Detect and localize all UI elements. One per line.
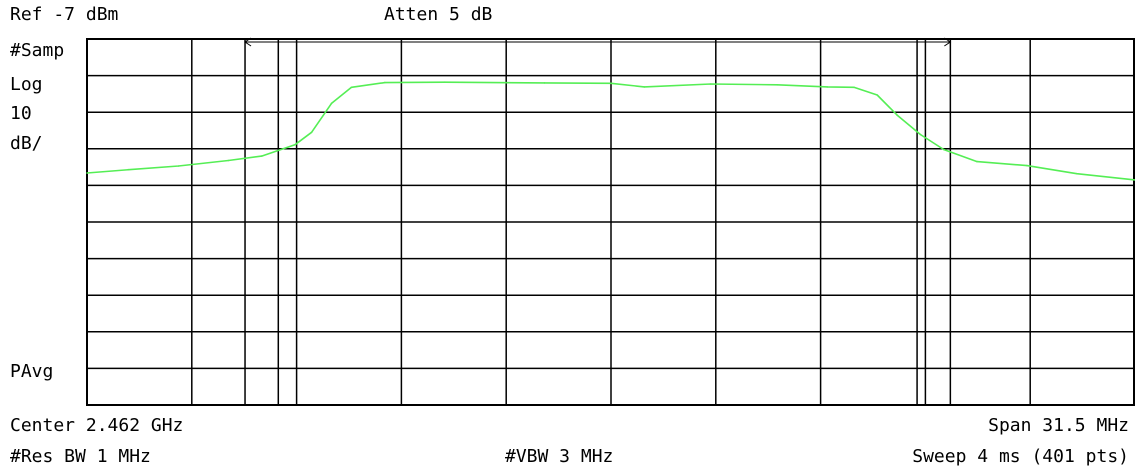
averaging-label: PAvg xyxy=(10,361,54,382)
trace-point xyxy=(294,144,296,146)
scale-type-label: Log xyxy=(10,74,43,95)
trace-point xyxy=(976,160,978,163)
trace-point xyxy=(86,172,88,174)
trace-point xyxy=(919,133,922,136)
trace-point xyxy=(127,168,130,171)
graticule xyxy=(86,38,1135,406)
trace-point xyxy=(610,82,612,85)
attenuation-label: Atten 5 dB xyxy=(384,4,493,25)
trace-point xyxy=(1026,164,1028,167)
trace-point xyxy=(643,86,646,88)
trace-point xyxy=(330,102,333,105)
trace-point xyxy=(896,114,898,116)
resolution-bandwidth-label: #Res BW 1 MHz xyxy=(10,446,151,467)
trace-point xyxy=(1076,172,1078,175)
trace-point xyxy=(443,81,446,83)
trace-point xyxy=(543,82,546,84)
spectrum-trace-0 xyxy=(86,81,1135,181)
video-bandwidth-label: #VBW 3 MHz xyxy=(505,446,614,467)
detector-label: #Samp xyxy=(10,40,65,61)
scale-unit-label: dB/ xyxy=(10,133,43,154)
trace-point xyxy=(826,86,829,88)
trace-point xyxy=(876,94,878,96)
trace-point xyxy=(384,81,386,84)
trace-point xyxy=(227,159,230,162)
scale-value-label: 10 xyxy=(10,103,32,124)
trace-layer xyxy=(86,81,1135,181)
bandwidth-arrow-right xyxy=(944,37,952,47)
bandwidth-arrow-left xyxy=(244,37,252,47)
band-marker-lines xyxy=(244,37,952,405)
trace-point xyxy=(310,131,313,134)
trace-point xyxy=(350,86,353,89)
trace-point xyxy=(260,155,263,157)
span-label: Span 31.5 MHz xyxy=(988,415,1129,436)
trace-point xyxy=(776,84,779,86)
trace-point xyxy=(942,148,945,151)
sweep-label: Sweep 4 ms (401 pts) xyxy=(912,446,1129,467)
trace-point xyxy=(177,165,180,167)
center-frequency-label: Center 2.462 GHz xyxy=(10,415,184,436)
ref-level-label: Ref -7 dBm xyxy=(10,4,119,25)
trace-point xyxy=(853,86,855,89)
trace-point xyxy=(710,83,712,85)
